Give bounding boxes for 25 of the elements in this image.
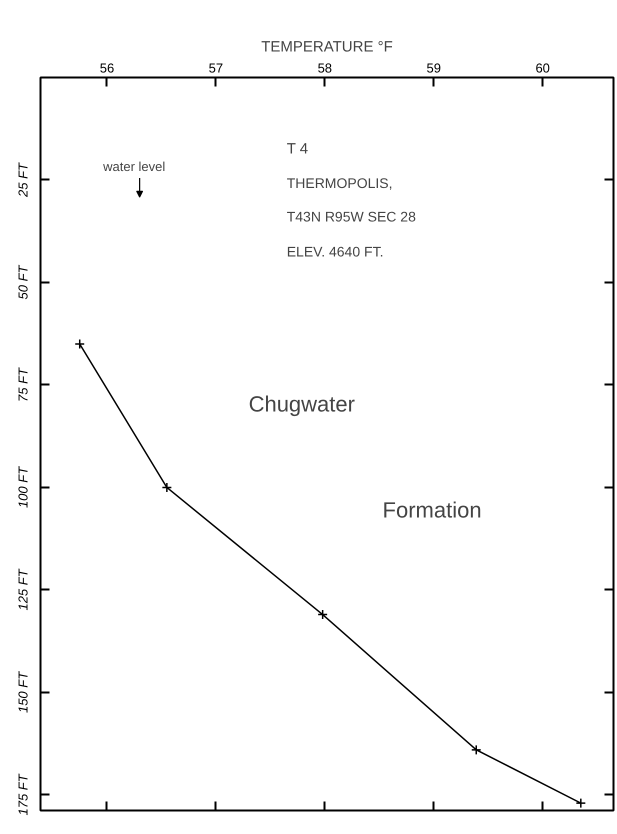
point (74, 338, 85, 350)
x-tick-label: 60 (535, 60, 550, 76)
annotation: Formation (382, 498, 482, 523)
annotation: water level (102, 158, 166, 174)
point (470, 744, 482, 756)
x-tick-label: 56 (100, 60, 114, 76)
x-tick-label: 57 (208, 60, 224, 76)
x-tick-label: 58 (318, 60, 332, 76)
annotation: Chugwater (248, 392, 355, 417)
annotation: T 4 (286, 140, 308, 158)
y-tick-label: 125 FT (16, 568, 30, 611)
x-tick-label: 59 (426, 60, 441, 76)
y-tick-label: 100 FT (16, 466, 30, 508)
point (576, 798, 586, 808)
point (162, 482, 172, 493)
y-tick-label: 150 FT (16, 670, 30, 714)
annotation: ELEV. 4640 FT. (286, 243, 384, 260)
point (317, 609, 328, 620)
x-axis-title: TEMPERATURE °F (261, 38, 393, 56)
y-tick-label: 50 FT (16, 264, 30, 300)
annotation: THERMOPOLIS, (286, 174, 392, 191)
y-tick-label: 175 FT (16, 773, 30, 816)
y-tick-label: 75 FT (16, 366, 30, 402)
y-tick-label: 25 FT (16, 162, 30, 198)
annotation: T43N R95W SEC 28 (286, 208, 416, 224)
